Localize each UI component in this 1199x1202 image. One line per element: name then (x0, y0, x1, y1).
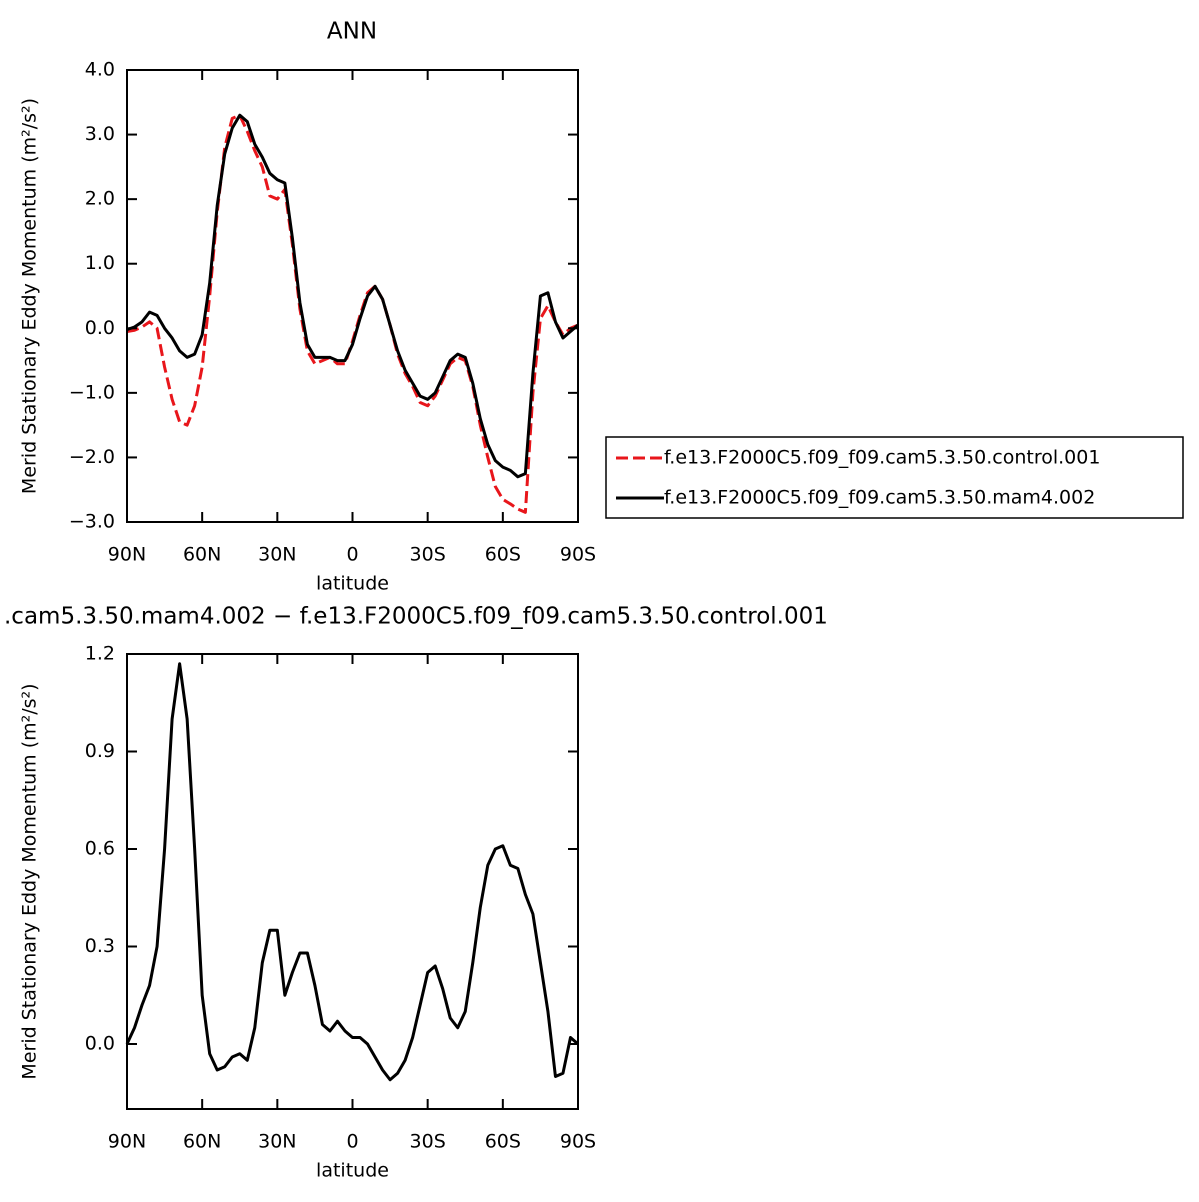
chart-title: ANN (327, 19, 377, 45)
data-line (126, 113, 579, 514)
legend-label: f.e13.F2000C5.f09_f09.cam5.3.50.control.… (664, 447, 1100, 469)
x-tick-label: 60N (183, 1131, 221, 1153)
x-axis-label: latitude (316, 1160, 389, 1182)
y-tick-label: 3.0 (85, 123, 115, 145)
y-tick-label: 1.0 (85, 252, 115, 274)
x-tick-label: 0 (346, 1131, 358, 1153)
y-tick-label: 0.9 (85, 740, 115, 762)
y-tick-label: −3.0 (69, 511, 115, 533)
x-tick-label: 60S (485, 1131, 521, 1153)
x-axis-label: latitude (316, 573, 389, 595)
x-tick-label: 90N (108, 544, 146, 566)
x-tick-label: 90N (108, 1131, 146, 1153)
x-tick-label: 30S (410, 1131, 446, 1153)
x-tick-label: 0 (346, 544, 358, 566)
y-tick-label: 0.0 (85, 1033, 115, 1055)
y-tick-label: 1.2 (85, 643, 115, 665)
y-tick-label: −2.0 (69, 446, 115, 468)
y-tick-label: 0.6 (85, 838, 115, 860)
y-tick-label: −1.0 (69, 381, 115, 403)
x-tick-label: 30S (410, 544, 446, 566)
data-line (125, 662, 579, 1082)
plot-frame (126, 653, 579, 1110)
panel: .cam5.3.50.mam4.002 − f.e13.F2000C5.f09_… (4, 604, 828, 1182)
x-tick-label: 90S (560, 1131, 596, 1153)
y-tick-label: 4.0 (85, 59, 115, 81)
data-line (126, 113, 579, 479)
y-tick-label: 2.0 (85, 188, 115, 210)
y-axis-label: Merid Stationary Eddy Momentum (m²/s²) (19, 98, 41, 494)
chart-title: .cam5.3.50.mam4.002 − f.e13.F2000C5.f09_… (4, 604, 828, 630)
legend-label: f.e13.F2000C5.f09_f09.cam5.3.50.mam4.002 (664, 487, 1095, 509)
x-tick-label: 60S (485, 544, 521, 566)
y-tick-label: 0.3 (85, 935, 115, 957)
x-tick-label: 30N (258, 1131, 296, 1153)
y-tick-label: 0.0 (85, 317, 115, 339)
panel: ANN −3.0 −2.0 −1.0 0.0 1.0 2.0 3.0 4.0 90N 60N 30N 0… (19, 19, 1184, 595)
x-tick-label: 30N (258, 544, 296, 566)
plot-frame (126, 69, 579, 523)
x-tick-label: 90S (560, 544, 596, 566)
y-axis-label: Merid Stationary Eddy Momentum (m²/s²) (19, 683, 41, 1079)
x-tick-label: 60N (183, 544, 221, 566)
legend-box (605, 436, 1184, 519)
